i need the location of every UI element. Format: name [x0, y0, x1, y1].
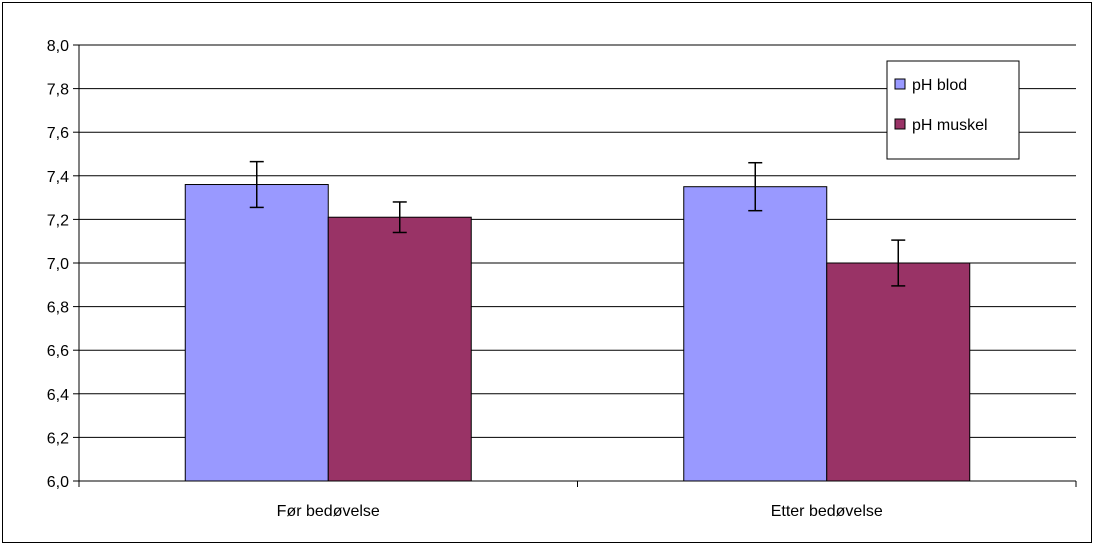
- bar: [826, 262, 971, 482]
- legend-label: pH blod: [912, 77, 967, 94]
- legend-swatch: [894, 118, 906, 130]
- y-tick-label: 6,4: [47, 387, 69, 404]
- bar: [184, 184, 329, 482]
- y-tick-label: 7,6: [47, 125, 69, 142]
- x-category-label: Før bedøvelse: [277, 503, 380, 520]
- bar: [683, 186, 828, 482]
- error-bars: [249, 160, 906, 287]
- y-tick-label: 7,0: [47, 256, 69, 273]
- y-tick-label: 7,8: [47, 82, 69, 99]
- axes: [73, 44, 1077, 487]
- y-tick-label: 8,0: [47, 38, 69, 55]
- y-tick-label: 6,6: [47, 343, 69, 360]
- legend-box: [886, 60, 1020, 160]
- y-tick-label: 7,2: [47, 212, 69, 229]
- y-tick-labels: 6,0 6,2 6,4 6,6 6,8 7,0 7,2 7,4 7,6 7,8 8,0: [47, 38, 69, 491]
- x-category-label: Etter bedøvelse: [771, 503, 883, 520]
- x-category-labels: Før bedøvelse Etter bedøvelse: [277, 503, 883, 520]
- legend: pH blod pH muskel: [886, 60, 1020, 160]
- bars: [184, 184, 971, 482]
- bar: [327, 216, 472, 482]
- y-tick-label: 6,2: [47, 430, 69, 447]
- y-tick-label: 6,8: [47, 300, 69, 317]
- legend-label: pH muskel: [912, 117, 988, 134]
- y-tick-label: 6,0: [47, 474, 69, 491]
- legend-swatch: [894, 78, 906, 90]
- y-tick-label: 7,4: [47, 169, 69, 186]
